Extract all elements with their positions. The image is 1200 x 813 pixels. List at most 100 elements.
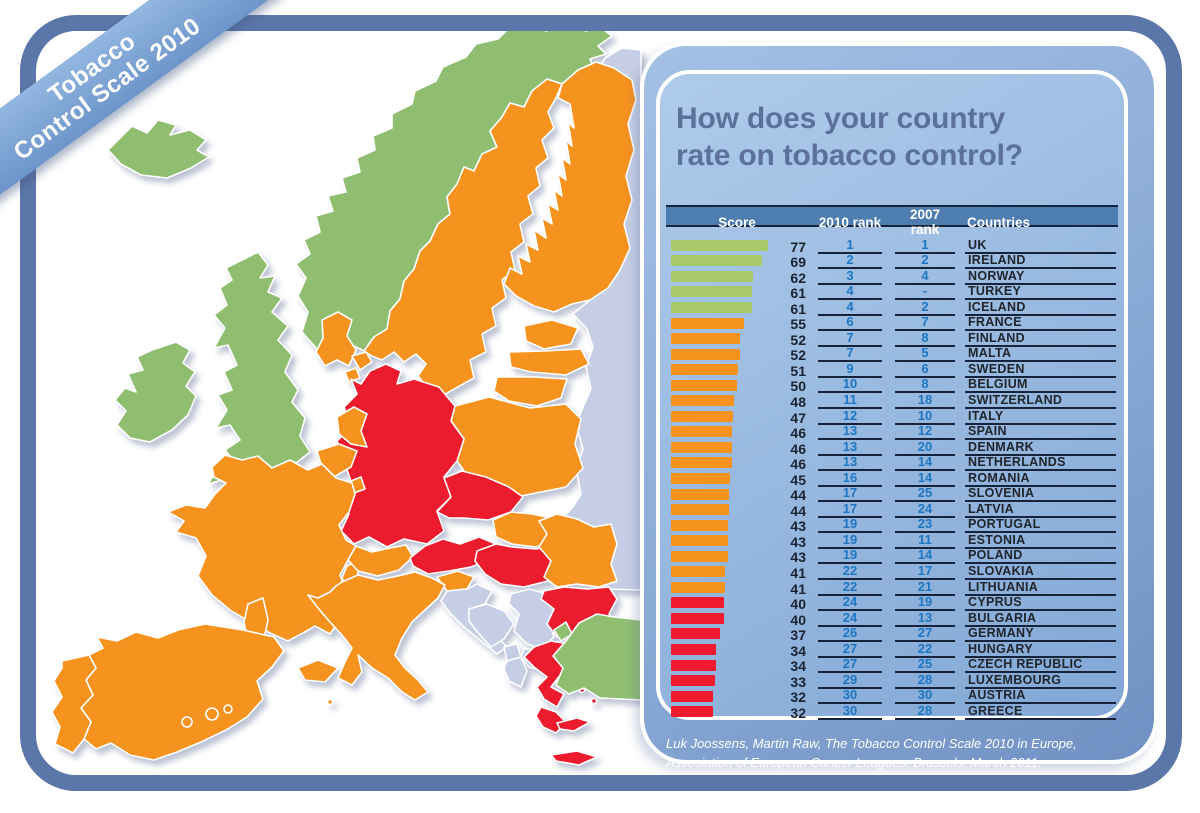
score-bar-cell: [666, 642, 768, 658]
rank-2010-value: 24: [818, 595, 882, 612]
score-value: 41: [790, 565, 806, 582]
score-bar: [671, 519, 728, 531]
rank-2010-value: 13: [818, 455, 882, 472]
score-value: 45: [790, 471, 806, 488]
country-name: DENMARK: [965, 440, 1116, 456]
header-rank-2007: 2007 rank: [909, 207, 941, 237]
table-row: 47 12 10 ITALY: [666, 409, 1118, 425]
rank-2007-value: 5: [895, 347, 955, 363]
score-bar: [671, 426, 732, 438]
country-name: FINLAND: [965, 331, 1116, 347]
country-name: ROMANIA: [965, 471, 1116, 487]
map-denmark-islands: [344, 351, 373, 383]
rank-2010-value: 11: [818, 393, 882, 410]
map-iceland: [107, 119, 210, 179]
score-bar-cell: [666, 502, 768, 518]
map-slovenia: [436, 570, 475, 592]
map-balearic-island: [181, 716, 193, 728]
score-bar-cell: [666, 269, 768, 285]
table-row: 43 19 11 ESTONIA: [666, 533, 1118, 549]
rank-2010-value: 29: [818, 673, 882, 689]
header-score: Score: [718, 214, 756, 230]
score-bar: [671, 675, 715, 687]
rank-2007-value: 14: [895, 471, 955, 487]
country-name: BULGARIA: [965, 611, 1116, 627]
score-bar-cell: [666, 487, 768, 503]
score-value: 52: [790, 347, 806, 364]
country-name: LITHUANIA: [965, 580, 1116, 596]
rank-2007-value: 17: [895, 564, 955, 581]
country-name: NORWAY: [965, 269, 1116, 285]
table-row: 62 3 4 NORWAY: [666, 269, 1118, 285]
score-bar-cell: [666, 533, 768, 549]
score-bar: [671, 410, 734, 422]
table-row: 33 29 28 LUXEMBOURG: [666, 673, 1118, 689]
table-row: 77 1 1 UK: [666, 238, 1118, 254]
country-name: LUXEMBOURG: [965, 673, 1116, 689]
table-row: 34 27 25 CZECH REPUBLIC: [666, 657, 1118, 674]
rank-2010-value: 17: [818, 486, 882, 503]
rank-2007-value: 18: [895, 393, 955, 410]
country-name: MALTA: [965, 347, 1116, 363]
map-netherlands: [336, 406, 368, 448]
rank-2007-value: 21: [895, 580, 955, 596]
score-bar-cell: [666, 456, 768, 472]
table-row: 45 16 14 ROMANIA: [666, 471, 1118, 487]
score-bar-cell: [666, 549, 768, 565]
map-turkey: [552, 613, 642, 701]
score-bar-cell: [666, 347, 768, 363]
score-bar: [671, 317, 744, 329]
map-czech-republic: [436, 470, 524, 521]
rank-2007-value: 20: [895, 440, 955, 456]
score-bar: [671, 301, 752, 313]
score-bar: [671, 488, 730, 500]
rank-2010-value: 10: [818, 378, 882, 394]
panel-title: How does your country rate on tobacco co…: [676, 100, 1023, 174]
rank-2007-value: 25: [895, 657, 955, 674]
country-name: SWEDEN: [965, 362, 1116, 378]
map-balearic-island: [205, 707, 219, 721]
rank-2007-value: 6: [895, 362, 955, 378]
score-bar-cell: [666, 254, 768, 270]
map-balearic-island: [223, 704, 233, 714]
rank-2010-value: 22: [818, 564, 882, 581]
table-row: 44 17 24 LATVIA: [666, 502, 1118, 518]
score-value: 69: [790, 254, 806, 271]
table-row: 43 19 23 PORTUGAL: [666, 518, 1118, 534]
score-bar: [671, 535, 728, 547]
score-bar-cell: [666, 285, 768, 301]
map-crete: [550, 750, 598, 766]
header-rank-2010: 2010 rank: [818, 214, 882, 230]
country-name: NETHERLANDS: [965, 456, 1116, 472]
panel-title-line2: rate on tobacco control?: [676, 139, 1023, 172]
rank-2010-value: 30: [818, 704, 882, 720]
rank-2007-value: 1: [895, 238, 955, 254]
table-row: 46 13 20 DENMARK: [666, 440, 1118, 456]
rank-2007-value: 12: [895, 424, 955, 441]
map-lithuania: [493, 376, 568, 407]
score-bar: [671, 643, 716, 655]
country-name: POLAND: [965, 549, 1116, 565]
country-name: CZECH REPUBLIC: [965, 658, 1116, 674]
score-bar-cell: [666, 316, 768, 332]
map-estonia: [523, 319, 579, 350]
table-row: 41 22 21 LITHUANIA: [666, 580, 1118, 596]
rank-2010-value: 2: [818, 253, 882, 270]
country-name: TURKEY: [965, 285, 1116, 301]
rank-2007-value: 2: [895, 253, 955, 270]
map-ireland: [114, 341, 197, 443]
score-bar: [671, 333, 740, 345]
ranking-panel: How does your country rate on tobacco co…: [656, 70, 1128, 720]
table-row: 61 4 2 ICELAND: [666, 300, 1118, 316]
header-countries: Countries: [967, 214, 1031, 230]
table-row: 43 19 14 POLAND: [666, 549, 1118, 565]
map-romania: [538, 513, 618, 588]
country-name: SPAIN: [965, 425, 1116, 441]
score-bar-cell: [666, 409, 768, 425]
score-bar-cell: [666, 440, 768, 456]
table-row: 55 6 7 FRANCE: [666, 315, 1118, 332]
rank-2007-value: 8: [895, 331, 955, 347]
country-name: FRANCE: [965, 316, 1116, 332]
score-bar-cell: [666, 689, 768, 705]
